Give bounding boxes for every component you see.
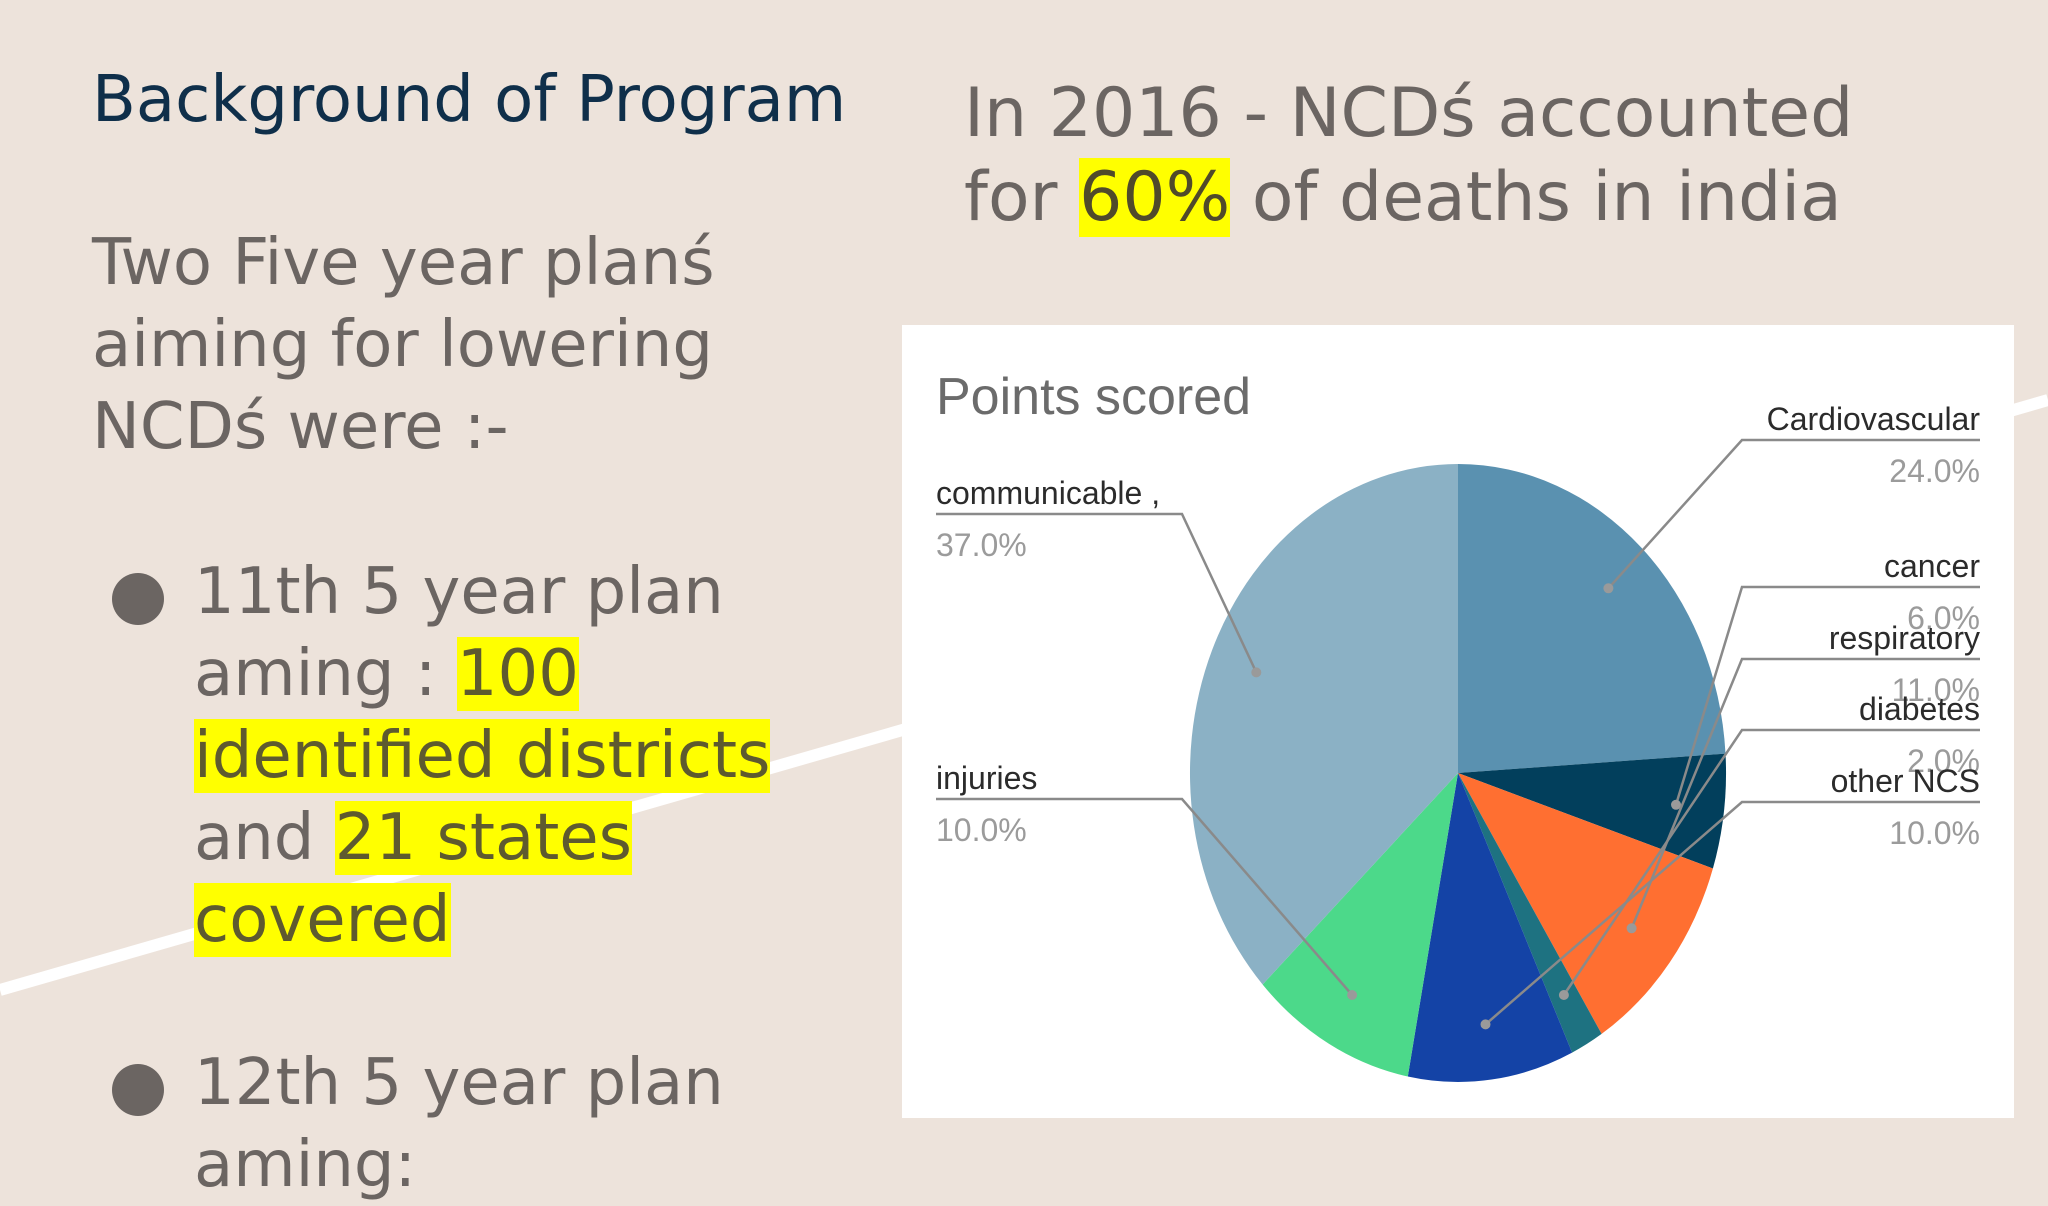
pie-leader-dot: [1480, 1019, 1491, 1030]
pie-label-group: injuries 10.0%: [936, 760, 1358, 1000]
bullet-text: 11th 5 year plan aming : 100 identified …: [194, 551, 794, 961]
pie-slice-other-ncs: [1407, 773, 1573, 1082]
pie-chart: Cardiovascular 24.0% cancer 6.0%respiratory…: [936, 401, 1981, 1082]
pie-slice-injuries: [1262, 773, 1458, 1077]
bullet-dot-icon: [112, 573, 164, 625]
highlight-sixty-percent: 60%: [1079, 158, 1231, 237]
pie-leader-dot: [1558, 990, 1569, 1000]
pie-label: Cardiovascular: [1767, 401, 1981, 437]
pie-slice-diabetes: [1458, 773, 1602, 1053]
pie-slice-respiratory: [1458, 773, 1713, 1034]
pie-label: diabetes: [1859, 691, 1980, 727]
pie-chart-panel: Points scored Cardiovascular 24.0% cancer 6…: [902, 325, 2014, 1118]
pie-value-label: 11.0%: [1892, 672, 1980, 708]
pie-value-label: 6.0%: [1907, 600, 1980, 636]
headline-statistic: In 2016 - NCDś accounted for 60% of deat…: [964, 72, 1964, 240]
pie-label-group: cancer 6.0%: [1671, 548, 1980, 810]
bullet-text-part: and: [194, 801, 335, 875]
pie-slice-cardiovascular: [1458, 464, 1726, 773]
pie-value-label: 2.0%: [1907, 743, 1980, 779]
bullet-text-part: 11th 5 year plan aming :: [194, 555, 724, 711]
pie-leader-dot: [1671, 799, 1681, 810]
bullet-text: 12th 5 year plan aming:: [194, 1046, 724, 1202]
pie-value-label: 37.0%: [936, 527, 1027, 563]
pie-leader-line: [1484, 800, 1980, 1026]
pie-leader-dot: [1626, 923, 1637, 934]
headline-part: of deaths in india: [1230, 158, 1842, 237]
pie-label: other NCS: [1831, 763, 1980, 799]
headline-part: In 2016 - NCDś accounted for: [964, 74, 1854, 237]
pie-value-label: 24.0%: [1889, 453, 1980, 489]
pie-leader-line: [1607, 438, 1980, 590]
pie-label-group: other NCS 10.0%: [1480, 763, 1980, 1030]
pie-slice-cancer: [1458, 753, 1727, 869]
pie-leader-dot: [1347, 990, 1358, 1000]
pie-label: injuries: [936, 760, 1037, 796]
pie-leader-dot: [1251, 667, 1262, 678]
pie-slice-communicable: [1189, 464, 1458, 985]
pie-leader-line: [1674, 585, 1980, 806]
pie-label-group: diabetes 2.0%: [1558, 691, 1980, 1000]
pie-value-label: 10.0%: [1889, 815, 1980, 851]
pie-label: communicable ,: [936, 475, 1160, 511]
pie-label-group: communicable , 37.0%: [936, 475, 1262, 678]
pie-label: respiratory: [1829, 620, 1980, 656]
pie-label: cancer: [1884, 548, 1980, 584]
pie-leader-line: [1562, 728, 1980, 996]
bullet-dot-icon: [112, 1064, 164, 1116]
pie-value-label: 10.0%: [936, 812, 1027, 848]
pie-leader-dot: [1603, 583, 1614, 594]
chart-title: Points scored: [936, 368, 1252, 426]
pie-label-group: Cardiovascular 24.0%: [1603, 401, 1981, 594]
intro-text: Two Five year planś aiming for lowering …: [92, 226, 715, 464]
pie-leader-line: [936, 797, 1354, 996]
slide-title: Background of Program: [92, 63, 847, 137]
pie-leader-line: [936, 512, 1258, 673]
